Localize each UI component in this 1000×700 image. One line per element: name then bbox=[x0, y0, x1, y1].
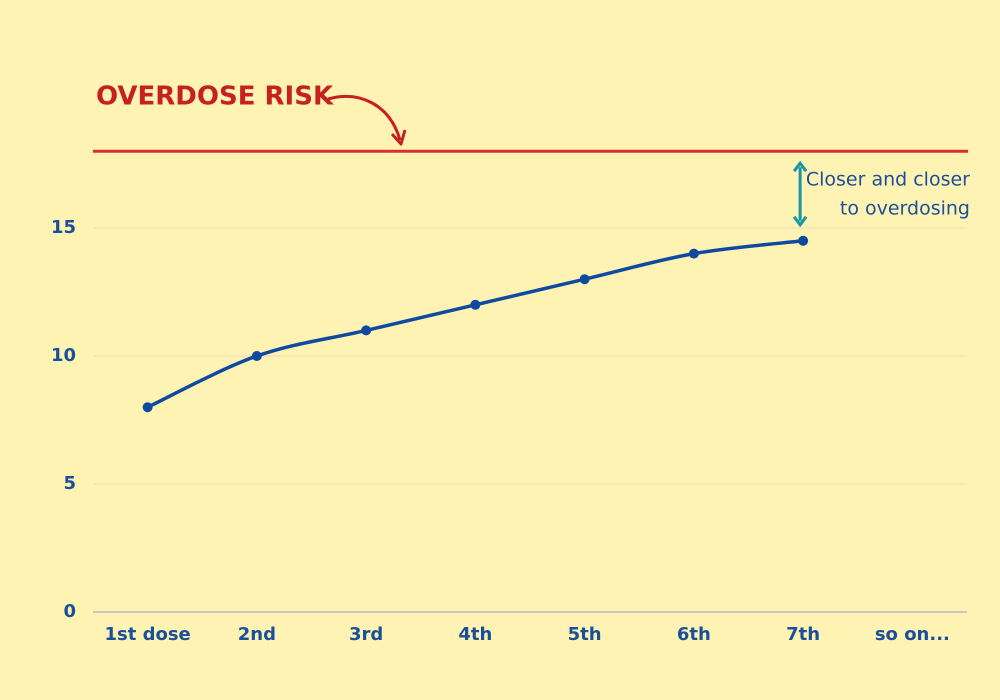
annotation-arrow-head bbox=[792, 160, 808, 173]
y-tick-label: 5 bbox=[63, 473, 76, 494]
x-tick-label: 1st dose bbox=[104, 624, 190, 645]
x-tick-label: so on... bbox=[875, 624, 950, 645]
data-point bbox=[470, 299, 481, 310]
x-tick-label: 3rd bbox=[349, 624, 383, 645]
data-point bbox=[251, 351, 262, 361]
annotation: Closer and closer bbox=[806, 169, 970, 191]
data-point bbox=[579, 274, 590, 285]
data-point bbox=[142, 402, 153, 413]
y-tick-label: 15 bbox=[51, 217, 76, 238]
y-tick-label: 10 bbox=[51, 345, 76, 366]
x-tick-label: 5th bbox=[568, 624, 602, 645]
x-tick-label: 6th bbox=[677, 624, 711, 645]
annotation: to overdosing bbox=[840, 198, 970, 220]
annotation-arrow-head bbox=[792, 215, 808, 228]
data-point bbox=[798, 235, 809, 246]
threshold-label: OVERDOSE RISK bbox=[96, 82, 334, 112]
x-tick-label: 7th bbox=[786, 624, 820, 645]
y-tick-label: 0 bbox=[63, 601, 76, 622]
threshold-arrow bbox=[327, 94, 402, 141]
x-tick-label: 4th bbox=[458, 624, 492, 645]
threshold-arrow-head bbox=[390, 129, 407, 146]
data-point bbox=[361, 325, 372, 336]
x-tick-label: 2nd bbox=[238, 624, 276, 645]
data-point bbox=[688, 248, 699, 259]
